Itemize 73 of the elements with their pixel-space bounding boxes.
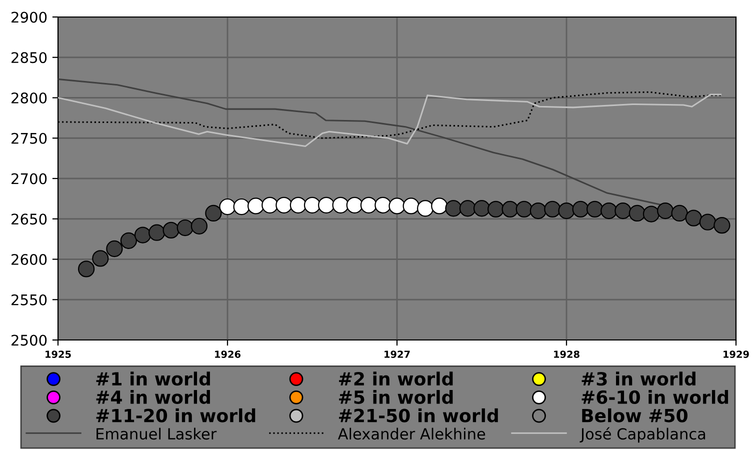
point: [614, 202, 632, 220]
point: [628, 204, 646, 222]
point: [388, 198, 406, 214]
point: [600, 202, 618, 220]
legend-label: #3 in world: [582, 372, 696, 386]
point: [685, 210, 702, 226]
point: [304, 196, 321, 214]
legend-label: #2 in world: [339, 372, 453, 386]
legend-label: José Capablanca: [580, 427, 706, 443]
point: [699, 214, 716, 230]
point: [558, 202, 575, 220]
point: [78, 260, 95, 278]
point: [205, 204, 222, 222]
point: [262, 196, 278, 214]
point: [92, 250, 109, 267]
point: [290, 196, 306, 214]
point: [162, 222, 180, 238]
x-tick-label: 1927: [384, 350, 410, 358]
point: [247, 198, 264, 214]
legend-label: #1 in world: [96, 372, 210, 386]
x-tick-label: 1928: [554, 350, 580, 358]
point: [233, 198, 250, 216]
point: [416, 200, 434, 217]
point: [148, 224, 166, 241]
point: [318, 196, 335, 214]
point: [120, 232, 137, 249]
y-tick-label: 2600: [12, 254, 47, 265]
point: [276, 196, 292, 214]
point: [360, 196, 378, 214]
y-tick-label: 2800: [12, 92, 47, 104]
point: [473, 200, 490, 217]
point: [431, 198, 448, 214]
point: [332, 196, 349, 214]
point: [544, 200, 561, 218]
point: [530, 202, 547, 220]
legend-label: Alexander Alekhine: [338, 428, 486, 440]
point: [176, 219, 194, 236]
legend-label: #4 in world: [96, 390, 210, 404]
point: [134, 226, 152, 244]
point: [671, 204, 688, 222]
legend-label: #6-10 in world: [582, 390, 728, 404]
point: [402, 198, 420, 214]
legend-label: #5 in world: [339, 390, 453, 404]
y-tick-label: 2900: [12, 12, 47, 23]
point: [586, 200, 604, 218]
point: [572, 200, 589, 218]
legend-label: Emanuel Lasker: [96, 428, 217, 440]
point: [502, 200, 518, 218]
point: [714, 217, 730, 234]
point: [516, 200, 532, 218]
point: [219, 198, 236, 216]
y-tick-label: 2500: [12, 334, 47, 346]
x-tick-label: 1929: [724, 350, 749, 358]
y-tick-label: 2700: [12, 173, 47, 184]
point: [346, 196, 363, 214]
legend-label: Below #50: [582, 408, 688, 422]
point: [106, 240, 123, 258]
y-tick-label: 2650: [12, 214, 47, 225]
y-tick-label: 2750: [12, 132, 47, 144]
point: [488, 200, 504, 218]
legend-label: #11-20 in world: [96, 408, 256, 422]
x-tick-label: 1926: [215, 350, 241, 358]
legend-label: #21-50 in world: [339, 408, 498, 422]
line-series: [58, 94, 722, 147]
point: [190, 218, 208, 234]
point: [459, 200, 476, 217]
point: [374, 196, 392, 214]
point: [657, 202, 674, 220]
x-tick-label: 1925: [46, 350, 71, 358]
point: [642, 206, 660, 222]
y-tick-label: 2850: [12, 52, 47, 64]
y-tick-label: 2550: [12, 294, 47, 306]
point: [445, 200, 462, 217]
